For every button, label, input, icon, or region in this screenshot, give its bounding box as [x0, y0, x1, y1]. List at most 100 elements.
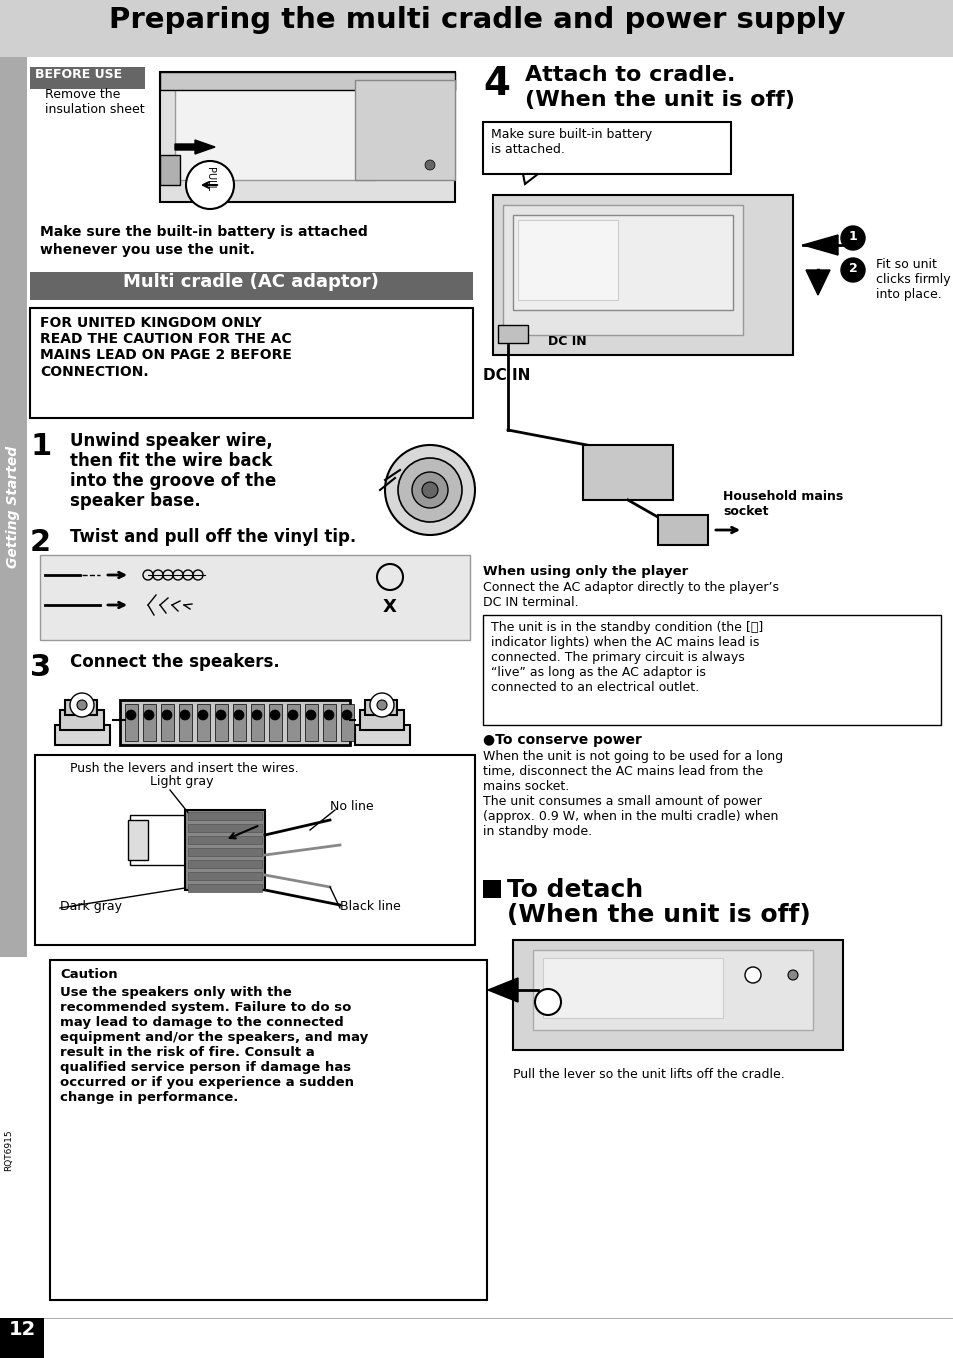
Text: X: X: [383, 598, 396, 617]
Bar: [493, 196, 792, 354]
Bar: [517, 220, 618, 300]
Bar: [233, 703, 246, 741]
Text: Use the speakers only with the
recommended system. Failure to do so
may lead to : Use the speakers only with the recommend…: [60, 986, 368, 1104]
Text: 2: 2: [30, 528, 51, 557]
Circle shape: [421, 482, 437, 498]
Text: ●To conserve power: ●To conserve power: [482, 733, 641, 747]
Bar: [582, 445, 672, 500]
Text: Make sure built-in battery
is attached.: Make sure built-in battery is attached.: [491, 128, 652, 156]
Text: 1: 1: [30, 432, 51, 460]
Bar: [179, 703, 192, 741]
Circle shape: [252, 710, 262, 720]
Circle shape: [198, 710, 208, 720]
Bar: [188, 847, 262, 856]
Bar: [359, 710, 403, 731]
Circle shape: [341, 710, 352, 720]
Circle shape: [324, 710, 334, 720]
Circle shape: [424, 160, 435, 170]
Bar: [50, 960, 486, 1300]
Bar: [355, 725, 410, 746]
Bar: [365, 699, 396, 716]
Circle shape: [744, 967, 760, 983]
Circle shape: [233, 710, 244, 720]
Text: whenever you use the unit.: whenever you use the unit.: [40, 243, 254, 257]
Circle shape: [126, 710, 136, 720]
Text: BEFORE USE: BEFORE USE: [35, 68, 122, 81]
Text: 3: 3: [30, 653, 51, 682]
Text: Unwind speaker wire,: Unwind speaker wire,: [70, 432, 273, 449]
Bar: [513, 940, 842, 1050]
Text: Getting Started: Getting Started: [6, 445, 20, 568]
Circle shape: [288, 710, 297, 720]
Circle shape: [397, 458, 461, 521]
Text: Twist and pull off the vinyl tip.: Twist and pull off the vinyl tip.: [70, 528, 355, 546]
Bar: [128, 820, 148, 860]
Bar: [188, 860, 262, 868]
Text: 12: 12: [9, 1320, 35, 1339]
Text: Attach to cradle.: Attach to cradle.: [524, 65, 735, 86]
Polygon shape: [802, 235, 837, 255]
Circle shape: [841, 258, 864, 282]
Circle shape: [77, 699, 87, 710]
Text: 4: 4: [482, 65, 510, 103]
Circle shape: [180, 710, 190, 720]
Text: Pull the lever so the unit lifts off the cradle.: Pull the lever so the unit lifts off the…: [513, 1067, 784, 1081]
Text: The unit is in the standby condition (the [⏻]
indicator lights) when the AC main: The unit is in the standby condition (th…: [491, 621, 762, 694]
Text: Light gray: Light gray: [150, 775, 213, 788]
Polygon shape: [174, 140, 214, 153]
Bar: [60, 710, 104, 731]
Bar: [174, 80, 375, 181]
Text: Connect the speakers.: Connect the speakers.: [70, 653, 279, 671]
Circle shape: [412, 473, 448, 508]
Polygon shape: [805, 270, 829, 295]
Text: 1: 1: [848, 230, 857, 243]
Circle shape: [144, 710, 153, 720]
Text: Caution: Caution: [60, 968, 117, 980]
Polygon shape: [488, 978, 517, 1002]
Text: (When the unit is off): (When the unit is off): [506, 903, 810, 928]
Bar: [160, 72, 455, 202]
Bar: [482, 122, 730, 174]
Circle shape: [535, 989, 560, 1014]
Bar: [188, 872, 262, 880]
Bar: [196, 703, 210, 741]
Text: DC IN: DC IN: [482, 368, 530, 383]
Text: Connect the AC adaptor directly to the player’s
DC IN terminal.: Connect the AC adaptor directly to the p…: [482, 581, 779, 608]
Bar: [120, 699, 350, 746]
Bar: [502, 205, 742, 335]
Bar: [214, 703, 228, 741]
Circle shape: [270, 710, 280, 720]
Bar: [287, 703, 299, 741]
Bar: [65, 699, 97, 716]
Text: RQT6915: RQT6915: [5, 1130, 13, 1171]
Text: 2: 2: [848, 262, 857, 276]
Bar: [30, 272, 473, 300]
Text: Preparing the multi cradle and power supply: Preparing the multi cradle and power sup…: [109, 5, 844, 34]
Bar: [125, 703, 138, 741]
Bar: [30, 67, 145, 90]
Text: speaker base.: speaker base.: [70, 492, 200, 511]
Text: When the unit is not going to be used for a long
time, disconnect the AC mains l: When the unit is not going to be used fo…: [482, 750, 782, 838]
Bar: [533, 951, 812, 1029]
Bar: [251, 703, 264, 741]
Circle shape: [306, 710, 315, 720]
Circle shape: [215, 710, 226, 720]
Text: into the groove of the: into the groove of the: [70, 473, 276, 490]
Bar: [355, 80, 455, 181]
Polygon shape: [522, 174, 537, 183]
Text: PULL: PULL: [205, 167, 214, 191]
Bar: [55, 725, 110, 746]
Bar: [482, 615, 940, 725]
Text: then fit the wire back: then fit the wire back: [70, 452, 273, 470]
Bar: [305, 703, 317, 741]
Bar: [0, 0, 953, 57]
Text: Household mains
socket: Household mains socket: [722, 490, 842, 517]
Text: Make sure the built-in battery is attached: Make sure the built-in battery is attach…: [40, 225, 367, 239]
Circle shape: [186, 162, 233, 209]
Circle shape: [370, 693, 394, 717]
Bar: [340, 703, 354, 741]
Text: No line: No line: [330, 800, 374, 813]
Bar: [161, 703, 173, 741]
Text: Multi cradle (AC adaptor): Multi cradle (AC adaptor): [123, 273, 378, 291]
Bar: [513, 215, 732, 310]
